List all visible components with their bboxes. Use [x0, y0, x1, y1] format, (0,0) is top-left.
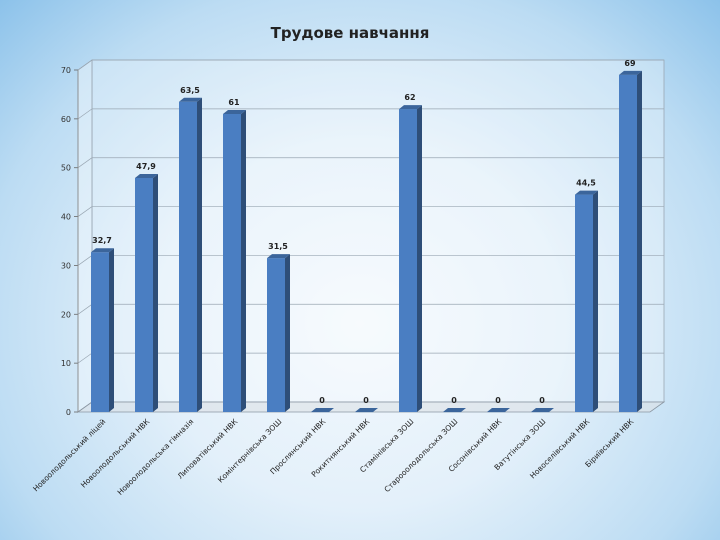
bar-top: [267, 254, 290, 259]
bar: [135, 173, 158, 412]
y-tick-label: 50: [61, 164, 71, 173]
x-tick-label: Новоолодольська гімназія: [116, 417, 196, 497]
gridline-side: [77, 108, 93, 120]
data-label: 62: [404, 93, 415, 102]
plot-area: 0 10 20 30 40 50 60 70 32,7 Новоолодольський ліце…: [31, 59, 666, 497]
data-label: 31,5: [268, 242, 288, 251]
bar: [179, 97, 202, 412]
bar: [355, 408, 378, 413]
data-label: 0: [539, 396, 545, 405]
bar-front: [267, 258, 285, 412]
bar: [443, 408, 466, 413]
bar: [575, 190, 598, 412]
bar-top: [531, 408, 554, 412]
bar-side: [285, 254, 290, 412]
y-tick-label: 20: [61, 310, 71, 319]
data-label: 32,7: [92, 236, 112, 245]
data-label: 0: [319, 396, 325, 405]
bar-top: [487, 408, 510, 412]
bar-side: [153, 173, 158, 412]
gridline-side: [77, 157, 93, 168]
bar-front: [619, 74, 637, 412]
bar-top: [223, 109, 246, 114]
y-tick-label: 0: [66, 408, 71, 417]
data-label: 63,5: [180, 86, 200, 95]
bar: [223, 109, 246, 412]
data-label: 0: [495, 396, 501, 405]
bar-front: [91, 252, 109, 412]
bar-side: [593, 190, 598, 412]
data-label: 47,9: [136, 162, 156, 171]
data-label: 0: [451, 396, 457, 405]
chart-title: Трудове навчання: [271, 24, 430, 42]
side-wall: [77, 59, 93, 413]
x-tick-label: Новоолодольський ліцей: [31, 417, 107, 493]
data-label: 0: [363, 396, 369, 405]
bar: [531, 408, 554, 413]
bar: [487, 408, 510, 413]
bar: [267, 254, 290, 412]
y-tick-label: 60: [61, 115, 71, 124]
bar-side: [241, 109, 246, 412]
y-tick-label: 10: [61, 359, 71, 368]
bar: [91, 248, 114, 412]
bar: [311, 408, 334, 413]
bar-front: [223, 113, 241, 412]
bar-front: [399, 109, 417, 412]
gridline-side: [77, 255, 93, 266]
bar: [399, 105, 422, 412]
bar-side: [109, 248, 114, 412]
bar-top: [399, 105, 422, 110]
bar-side: [417, 105, 422, 412]
bar-top: [135, 173, 158, 178]
y-tick-label: 40: [61, 213, 71, 222]
gridline-side: [77, 206, 93, 217]
bar-top: [311, 408, 334, 412]
bar-top: [91, 248, 114, 253]
y-tick-label: 30: [61, 261, 71, 270]
x-tick-label: Старооолодольська ЗОШ: [382, 417, 459, 494]
bar-top: [355, 408, 378, 412]
x-tick-label: Біриївський НВК: [583, 417, 636, 470]
bar-side: [197, 97, 202, 412]
bar-front: [575, 194, 593, 412]
bar-side: [637, 70, 642, 412]
bar-top: [443, 408, 466, 412]
bar-top: [179, 97, 202, 102]
bar-front: [135, 177, 153, 412]
gridline-side: [77, 352, 93, 364]
data-label: 69: [624, 59, 636, 68]
y-tick-label: 70: [61, 66, 71, 75]
bar: [619, 70, 642, 412]
data-label: 61: [228, 98, 240, 107]
gridline-side: [77, 59, 93, 71]
bar-top: [619, 70, 642, 75]
gridline-side: [77, 304, 93, 315]
bar-top: [575, 190, 598, 195]
bar-front: [179, 101, 197, 412]
data-label: 44,5: [576, 179, 596, 188]
